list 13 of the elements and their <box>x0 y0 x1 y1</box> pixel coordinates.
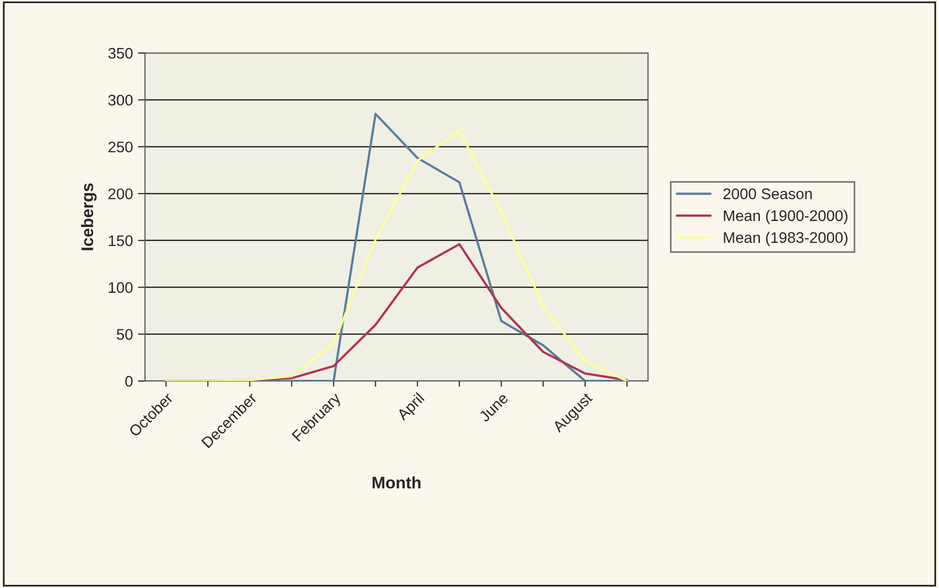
legend-label: Mean (1983-2000) <box>724 232 848 246</box>
legend-label: 2000 Season <box>723 188 812 200</box>
y-tick-label: 0 <box>125 376 133 387</box>
y-tick-label: 200 <box>108 188 133 200</box>
y-tick-label: 350 <box>108 48 133 59</box>
y-axis-title: Icebergs <box>80 183 97 250</box>
x-axis-title: Month <box>372 476 420 489</box>
y-tick-label: 250 <box>108 142 133 152</box>
y-tick-label: 50 <box>116 329 133 340</box>
y-tick-label: 300 <box>108 94 133 106</box>
y-tick-label: 100 <box>108 282 133 293</box>
legend-label: Mean (1900-2000) <box>724 210 848 224</box>
y-tick-label: 150 <box>108 235 133 246</box>
